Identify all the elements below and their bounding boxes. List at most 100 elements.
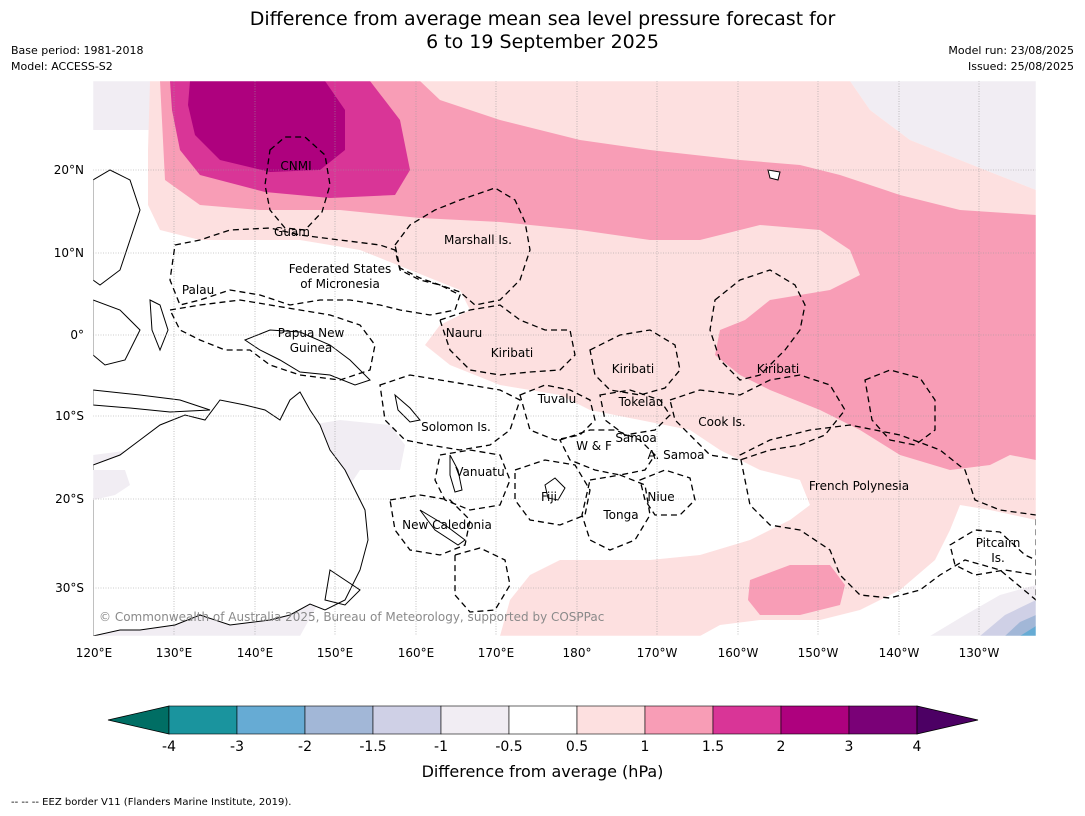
eez-kiribati-line bbox=[709, 269, 806, 381]
meta-right: Model run: 23/08/2025 Issued: 25/08/2025 bbox=[948, 43, 1074, 75]
eez-solomon bbox=[379, 374, 521, 451]
lon-tick-130e: 130°E bbox=[156, 646, 193, 660]
base-period: Base period: 1981-2018 bbox=[11, 44, 144, 57]
field-lavender-ne bbox=[850, 81, 1036, 190]
colorbar-tick: -1.5 bbox=[359, 739, 386, 755]
colorbar-label: Difference from average (hPa) bbox=[421, 762, 664, 781]
lat-tick-30s: 30°S bbox=[55, 581, 84, 595]
philippines bbox=[93, 169, 141, 286]
eez-tonga bbox=[581, 474, 651, 551]
hawaii-big-island bbox=[767, 169, 781, 181]
title-line-1: Difference from average mean sea level p… bbox=[249, 8, 836, 30]
halmahera bbox=[149, 299, 169, 352]
eez-cook bbox=[669, 374, 846, 461]
label-tokelau: Tokelau bbox=[618, 395, 664, 409]
eez-marquesas bbox=[864, 369, 936, 446]
label-kiribati-central: Kiribati bbox=[612, 362, 654, 376]
field-blue-se bbox=[1005, 615, 1036, 636]
eez-kiribati-phoenix bbox=[589, 329, 681, 396]
colorbar-bin bbox=[508, 705, 578, 735]
fiji-islands bbox=[544, 477, 566, 501]
lat-tick-20n: 20°N bbox=[54, 163, 84, 177]
colorbar-bin bbox=[304, 705, 374, 735]
colorbar-tick: -1 bbox=[434, 739, 448, 755]
eez-niue bbox=[639, 469, 696, 516]
lon-tick-160w: 160°W bbox=[718, 646, 759, 660]
colorbar-bin bbox=[644, 705, 714, 735]
colorbar-bin bbox=[372, 705, 442, 735]
label-palau: Palau bbox=[182, 283, 214, 297]
eez-tokelau bbox=[599, 389, 671, 436]
label-new-caledonia: New Caledonia bbox=[402, 518, 492, 532]
australia-southeast-coast bbox=[324, 569, 361, 606]
eez-labels: CNMI Guam Marshall Is. Federated States … bbox=[182, 159, 1020, 565]
label-fiji: Fiji bbox=[541, 490, 557, 504]
label-kiribati-east: Kiribati bbox=[757, 362, 799, 376]
colorbar-bin bbox=[168, 705, 238, 735]
lat-tick-0: 0° bbox=[70, 328, 84, 342]
lon-tick-150e: 150°E bbox=[317, 646, 354, 660]
colorbar: -4 -3 -2 -1.5 -1 -0.5 0.5 1 1.5 2 3 4 bbox=[107, 705, 979, 755]
lon-tick-130w: 130°W bbox=[959, 646, 1000, 660]
latitude-ticks: 20°N 10°N 0° 10°S 20°S 30°S bbox=[54, 163, 84, 595]
label-png-1: Papua New bbox=[278, 326, 345, 340]
new-guinea bbox=[243, 329, 371, 386]
field-lavender-nw bbox=[93, 81, 150, 130]
lon-tick-150w: 150°W bbox=[798, 646, 839, 660]
colorbar-arrow-high bbox=[916, 705, 979, 735]
lon-tick-160e: 160°E bbox=[398, 646, 435, 660]
label-cook: Cook Is. bbox=[698, 415, 745, 429]
eez-french-polynesia bbox=[739, 424, 1036, 601]
lon-tick-120e: 120°E bbox=[76, 646, 113, 660]
chart-title: Difference from average mean sea level p… bbox=[0, 8, 1085, 54]
lat-tick-10n: 10°N bbox=[54, 246, 84, 260]
colorbar-bin bbox=[780, 705, 850, 735]
colorbar-tick: -3 bbox=[230, 739, 244, 755]
eez-norfolk bbox=[454, 547, 511, 613]
lon-tick-140w: 140°W bbox=[879, 646, 920, 660]
lesser-sunda-islands bbox=[93, 389, 211, 413]
eez-cnmi-guam bbox=[264, 136, 331, 231]
model-run: Model run: 23/08/2025 bbox=[948, 44, 1074, 57]
title-line-2: 6 to 19 September 2025 bbox=[426, 31, 659, 53]
colorbar-tick: 1.5 bbox=[702, 739, 724, 755]
land-masses bbox=[93, 169, 781, 636]
label-fsm-1: Federated States bbox=[289, 262, 391, 276]
label-marshall: Marshall Is. bbox=[444, 233, 512, 247]
lon-tick-170w: 170°W bbox=[637, 646, 678, 660]
label-pitcairn-1: Pitcairn bbox=[976, 536, 1021, 550]
eez-nauru-kiribati-west bbox=[439, 304, 576, 376]
label-tonga: Tonga bbox=[602, 508, 638, 522]
label-american-samoa: A. Samoa bbox=[648, 448, 705, 462]
label-fsm-2: of Micronesia bbox=[300, 277, 380, 291]
new-caledonia-island bbox=[419, 509, 466, 546]
map-frame bbox=[92, 80, 1037, 637]
eez-fiji bbox=[514, 459, 591, 526]
colorbar-bin bbox=[440, 705, 510, 735]
colorbar-arrow-low bbox=[107, 705, 170, 735]
eez-footnote: -- -- -- EEZ border V11 (Flanders Marine… bbox=[11, 797, 292, 808]
eez-marshall bbox=[394, 187, 531, 306]
eez-pitcairn bbox=[949, 529, 1036, 576]
colorbar-bin bbox=[576, 705, 646, 735]
lat-tick-10s: 10°S bbox=[55, 409, 84, 423]
lat-tick-20s: 20°S bbox=[55, 492, 84, 506]
longitude-ticks: 120°E 130°E 140°E 150°E 160°E 170°E 180°… bbox=[76, 646, 1000, 660]
eez-png bbox=[169, 299, 376, 381]
label-samoa: Samoa bbox=[615, 431, 656, 445]
label-niue: Niue bbox=[647, 490, 674, 504]
colorbar-ticks: -4 -3 -2 -1.5 -1 -0.5 0.5 1 1.5 2 3 4 bbox=[162, 739, 922, 755]
label-wallis-futuna: W & F bbox=[576, 439, 612, 453]
label-nauru: Nauru bbox=[446, 326, 482, 340]
label-png-2: Guinea bbox=[290, 341, 333, 355]
model-name: Model: ACCESS-S2 bbox=[11, 60, 113, 73]
solomon-islands bbox=[394, 393, 421, 423]
field-deepblue-se bbox=[1020, 626, 1036, 636]
colorbar-bin bbox=[848, 705, 918, 735]
vanuatu-islands bbox=[449, 454, 463, 493]
lon-tick-180: 180° bbox=[563, 646, 592, 660]
colorbar-tick: -0.5 bbox=[495, 739, 522, 755]
colorbar-bin bbox=[712, 705, 782, 735]
label-pitcairn-2: Is. bbox=[991, 551, 1005, 565]
